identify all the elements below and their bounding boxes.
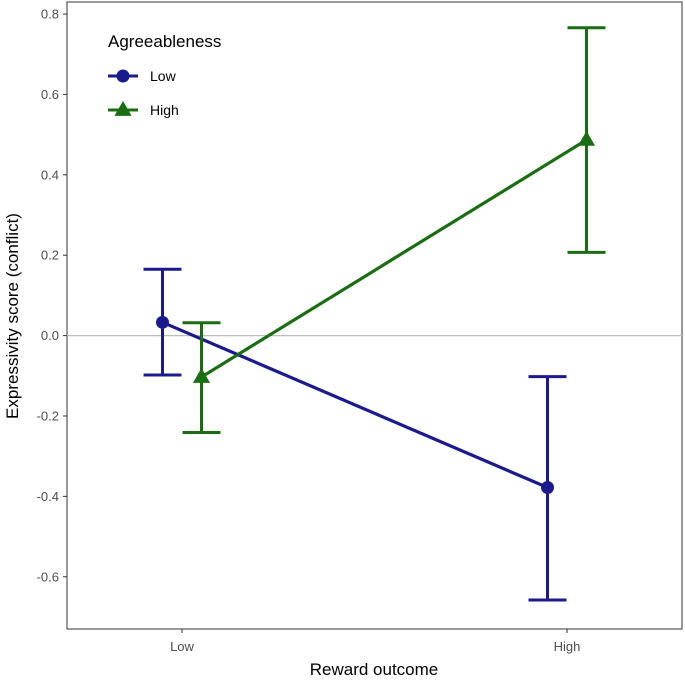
data-point: [541, 481, 554, 495]
y-tick-label: -0.6: [37, 569, 59, 584]
legend-label: Low: [150, 68, 177, 84]
y-tick-label: 0.0: [41, 328, 59, 343]
legend-item-low: Low: [108, 68, 177, 84]
series-high: [182, 26, 606, 434]
legend: Agreeableness Low High: [108, 32, 221, 118]
y-tick-label: 0.6: [41, 87, 59, 102]
y-axis-title: Expressivity score (conflict): [3, 213, 22, 419]
series-layer: [143, 26, 606, 602]
y-axis: 0.8 0.6 0.4 0.2 0.0 -0.2 -0.4 -0.6: [37, 7, 67, 584]
x-tick-label: Low: [170, 639, 194, 654]
legend-label: High: [150, 102, 179, 118]
plot-panel: [66, 1, 683, 630]
x-axis: Low High: [170, 629, 580, 654]
y-tick-label: -0.2: [37, 408, 59, 423]
legend-title: Agreeableness: [108, 32, 221, 51]
data-point: [156, 315, 169, 329]
y-tick-label: 0.2: [41, 248, 59, 263]
x-tick-label: High: [554, 639, 581, 654]
legend-key-marker: [116, 69, 130, 83]
legend-key-marker: [114, 101, 132, 116]
series-low: [143, 267, 567, 602]
data-point: [192, 367, 211, 383]
y-tick-label: 0.4: [41, 167, 59, 182]
series-line: [161, 320, 549, 489]
y-tick-label: 0.8: [41, 7, 59, 22]
y-tick-label: -0.4: [37, 489, 59, 504]
data-point: [577, 130, 596, 146]
x-axis-title: Reward outcome: [310, 660, 439, 679]
series-line: [200, 138, 588, 379]
legend-item-high: High: [108, 101, 179, 118]
